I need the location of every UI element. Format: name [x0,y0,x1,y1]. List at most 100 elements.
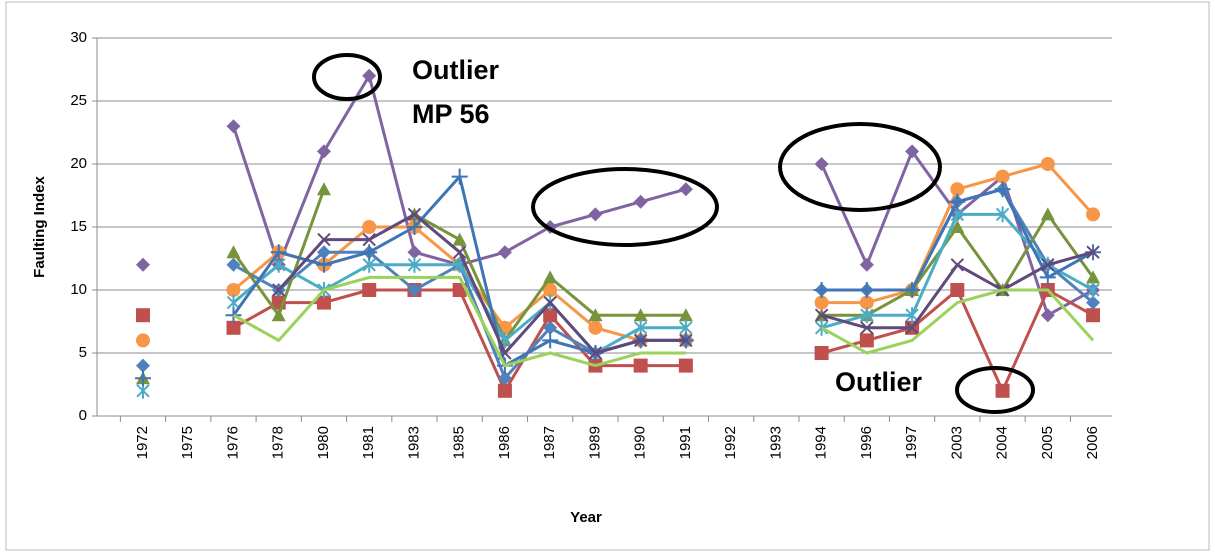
marker [497,383,512,398]
y-tick-label: 0 [79,407,87,424]
x-tick-label: 1985 [451,426,468,459]
marker [813,282,830,298]
marker [814,157,829,171]
annotation: Outlier [412,55,500,85]
chart-frame [5,1,1210,551]
marker [407,283,422,297]
annotation: MP 56 [412,99,490,129]
highlight-ellipse [778,122,942,212]
marker [362,232,376,247]
marker [452,245,467,259]
marker [678,358,693,373]
marker [859,257,874,272]
annotation: Outlier [835,367,923,397]
y-tick-label: 30 [70,29,87,46]
marker [1086,270,1101,284]
x-tick-label: 1990 [632,426,649,459]
marker [407,256,422,273]
marker [497,371,512,386]
x-tick-label: 1993 [767,426,784,459]
x-tick-label: 1987 [541,426,558,459]
x-tick-label: 1986 [496,426,513,459]
marker [271,308,286,322]
marker [1040,157,1055,171]
marker [542,332,559,349]
marker [361,244,378,261]
marker [406,219,423,235]
marker [1086,207,1101,222]
marker [905,321,919,335]
marker [858,282,875,298]
marker [272,283,286,297]
marker [316,245,331,260]
highlight-ellipse [312,53,382,101]
marker [226,320,241,335]
marker [814,295,829,310]
marker [1086,308,1101,323]
marker [679,333,693,348]
x-tick-label: 1975 [179,426,196,459]
marker [633,308,648,322]
marker [950,220,965,233]
marker [905,307,919,324]
highlight-ellipse [955,366,1035,414]
x-tick-label: 1989 [586,426,603,459]
marker [905,144,920,159]
marker [316,295,331,310]
x-tick-label: 1992 [722,426,739,459]
x-tick-label: 1980 [315,426,332,459]
marker [678,308,693,322]
marker [543,295,557,310]
marker [543,308,558,323]
marker [814,346,829,360]
y-tick-label: 20 [70,155,87,172]
marker [407,245,422,260]
x-tick-label: 1972 [134,426,151,459]
marker [226,283,241,297]
marker [135,370,151,387]
marker [950,258,965,272]
marker [860,307,874,324]
marker [859,295,874,310]
marker [949,193,966,210]
y-tick-label: 15 [70,218,87,235]
marker [1040,308,1055,323]
series-line [232,275,1095,368]
x-tick-label: 1976 [224,426,241,459]
marker [407,207,422,222]
x-tick-label: 1978 [270,426,287,459]
marker [362,220,377,234]
marker [136,308,150,323]
marker [588,346,603,360]
marker [226,119,241,134]
marker [136,358,150,373]
marker [994,181,1011,198]
marker [814,308,829,322]
marker [136,257,150,272]
marker [633,333,648,348]
marker [995,169,1010,184]
marker [1041,258,1055,272]
marker [1040,207,1055,221]
y-tick-label: 10 [70,281,87,298]
marker [543,270,558,284]
marker [995,383,1010,398]
marker [1086,295,1101,310]
y-axis-title: Faulting Index [31,176,48,278]
marker [136,333,150,348]
x-tick-label: 1994 [813,426,830,459]
marker [317,232,331,247]
y-tick-label: 5 [79,344,87,361]
marker [860,321,874,335]
y-tick-label: 25 [70,92,87,109]
marker [678,182,693,197]
marker [316,182,331,196]
x-tick-label: 2006 [1084,426,1101,459]
marker [950,283,965,297]
marker [588,308,603,322]
marker [588,320,603,335]
marker [859,333,874,348]
x-axis-title: Year [570,509,602,526]
